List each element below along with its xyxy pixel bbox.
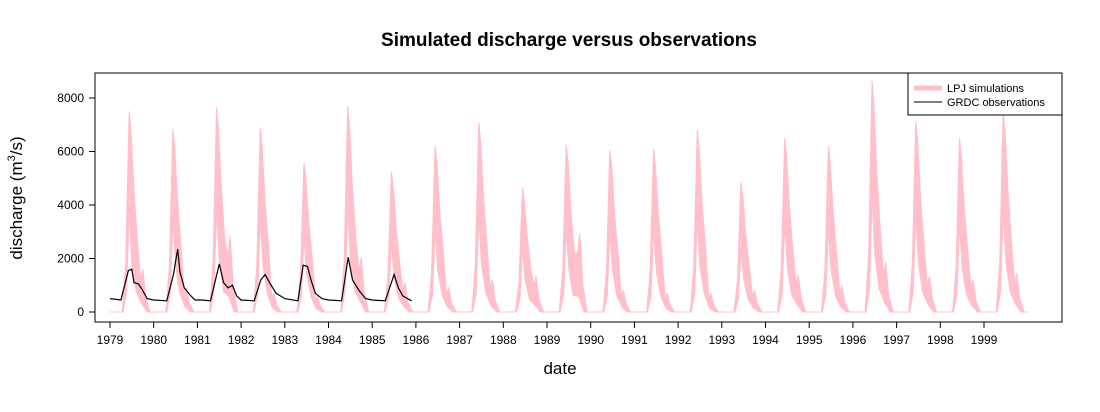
x-tick-label: 1993 [708, 333, 735, 347]
y-axis-title: discharge (m3/s) [6, 136, 26, 259]
x-tick-label: 1988 [490, 333, 517, 347]
observation-line [109, 249, 412, 302]
simulation-band-year [984, 111, 1028, 313]
x-tick-label: 1982 [228, 333, 255, 347]
x-axis: 1979 1980 1981 1982 1983 1984 1985 1986 1987 1988… [97, 322, 998, 347]
x-tick-label: 1979 [97, 333, 124, 347]
x-tick-label: 1997 [883, 333, 910, 347]
y-tick-label: 8000 [57, 91, 84, 105]
simulation-band-layer [110, 80, 1028, 313]
simulation-band-year [459, 122, 504, 313]
x-tick-label: 1992 [665, 333, 692, 347]
simulation-band-year [765, 138, 810, 313]
simulation-band-year [372, 171, 416, 313]
simulation-band-year [896, 120, 941, 313]
legend-box [907, 72, 1063, 116]
y-tick-label: 4000 [57, 198, 84, 212]
x-tick-label: 1994 [752, 333, 779, 347]
x-tick-label: 1989 [534, 333, 561, 347]
y-tick-label: 0 [77, 305, 84, 319]
simulation-band-year [503, 187, 547, 313]
simulation-band-year [721, 182, 766, 313]
y-axis-title-superscript: 3 [6, 155, 18, 161]
x-tick-label: 1985 [359, 333, 386, 347]
x-tick-label: 1998 [927, 333, 954, 347]
observation-line-layer [109, 249, 412, 302]
x-tick-label: 1986 [403, 333, 430, 347]
simulation-band-year [940, 138, 984, 313]
simulation-band-year [415, 146, 460, 313]
x-tick-label: 1991 [621, 333, 648, 347]
legend: LPJ simulations GRDC observations [907, 72, 1063, 116]
x-tick-label: 1990 [577, 333, 604, 347]
simulation-band-year [809, 146, 853, 313]
x-tick-label: 1987 [446, 333, 473, 347]
legend-label-observation: GRDC observations [947, 97, 1045, 109]
x-tick-label: 1995 [796, 333, 823, 347]
simulation-band-year [678, 130, 722, 313]
y-axis-title-main: discharge (m [7, 161, 26, 259]
chart-title: Simulated discharge versus observations [381, 30, 757, 51]
y-axis: 0 2000 4000 6000 8000 [57, 91, 96, 319]
simulation-band-year [547, 144, 591, 313]
x-tick-label: 1983 [271, 333, 298, 347]
y-tick-label: 2000 [57, 252, 84, 266]
y-tick-label: 6000 [57, 145, 84, 159]
simulation-band-year [197, 107, 242, 313]
x-axis-title: date [543, 359, 576, 378]
simulation-band-year [153, 128, 198, 313]
y-axis-title-tail: /s) [7, 136, 26, 155]
simulation-band-year [634, 148, 679, 313]
simulation-band-year [110, 111, 154, 313]
simulation-band-year [284, 162, 329, 313]
legend-label-simulation: LPJ simulations [947, 83, 1025, 95]
simulation-band-year [852, 80, 897, 313]
x-tick-label: 1996 [840, 333, 867, 347]
x-tick-label: 1981 [184, 333, 211, 347]
x-tick-label: 1980 [140, 333, 167, 347]
simulation-band-year [328, 105, 373, 313]
x-tick-label: 1999 [971, 333, 998, 347]
simulation-band-year [241, 127, 285, 313]
simulation-band-year [590, 150, 635, 313]
x-tick-label: 1984 [315, 333, 342, 347]
